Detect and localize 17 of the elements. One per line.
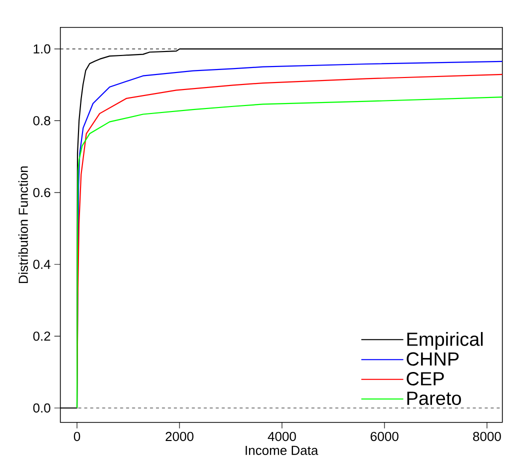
x-tick-label: 4000 bbox=[268, 432, 296, 442]
y-tick-label: 1.0 bbox=[34, 44, 50, 54]
y-tick-label: 0.8 bbox=[33, 116, 50, 126]
x-tick-label: 8000 bbox=[473, 432, 501, 442]
y-tick-label: 0.6 bbox=[33, 188, 50, 198]
x-tick-label: 6000 bbox=[370, 432, 398, 442]
legend-label: CHNP bbox=[406, 352, 459, 366]
y-axis-title: Distribution Function bbox=[18, 166, 28, 284]
x-axis-title: Income Data bbox=[246, 446, 318, 455]
legend-label: CEP bbox=[406, 372, 444, 386]
y-tick-label: 0.4 bbox=[33, 260, 50, 269]
x-tick-label: 0 bbox=[74, 432, 80, 442]
x-tick-label: 2000 bbox=[166, 432, 194, 442]
y-tick-label: 0.2 bbox=[33, 332, 50, 341]
legend-label: Empirical bbox=[407, 332, 483, 350]
y-tick-label: 0.0 bbox=[33, 403, 50, 413]
legend-label: Pareto bbox=[407, 392, 461, 406]
